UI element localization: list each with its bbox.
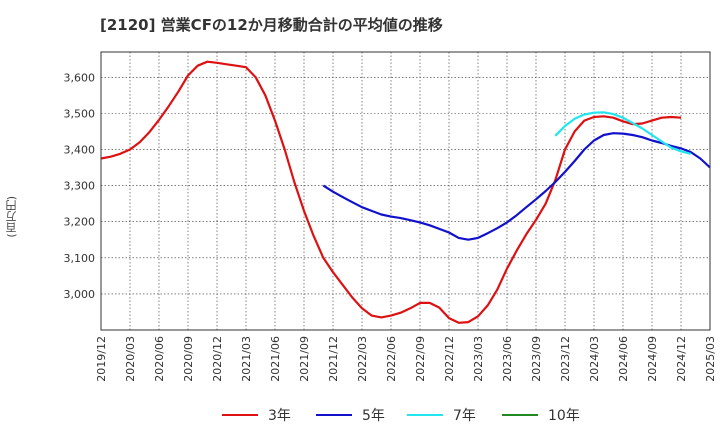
x-tick-label: 2024/06 <box>617 336 630 382</box>
x-tick-label: 2020/06 <box>153 336 166 382</box>
legend-label-10y: 10年 <box>548 408 580 424</box>
legend-swatch-3y <box>222 414 258 416</box>
plot-frame <box>100 51 711 331</box>
y-tick-label: 3,000 <box>64 288 96 301</box>
y-tick-label: 3,300 <box>64 180 96 193</box>
x-tick-label: 2024/12 <box>675 336 688 382</box>
chart-title: [2120] 営業CFの12か月移動合計の平均値の推移 <box>100 16 443 34</box>
x-tick-label: 2019/12 <box>95 336 108 382</box>
legend-label-5y: 5年 <box>362 408 385 424</box>
x-tick-label: 2024/03 <box>588 336 601 382</box>
x-tick-label: 2022/09 <box>414 336 427 382</box>
y-tick-labels: 3,000 3,100 3,200 3,300 3,400 3,500 3,600 <box>64 71 96 301</box>
legend-label-7y: 7年 <box>453 408 476 424</box>
x-tick-labels: 2019/12 2020/03 2020/06 2020/09 2020/12 2021/… <box>95 336 717 382</box>
x-tick-label: 2020/03 <box>124 336 137 382</box>
x-tick-label: 2022/03 <box>356 336 369 382</box>
y-tick-label: 3,600 <box>64 71 96 84</box>
y-tick-label: 3,400 <box>64 143 96 156</box>
x-tick-label: 2025/03 <box>704 336 717 382</box>
x-tick-label: 2021/06 <box>269 336 282 382</box>
legend-label-3y: 3年 <box>268 408 291 424</box>
x-tick-label: 2023/06 <box>501 336 514 382</box>
x-tick-label: 2021/03 <box>240 336 253 382</box>
legend-swatch-5y <box>316 414 352 416</box>
x-tick-label: 2022/12 <box>443 336 456 382</box>
x-tick-label: 2024/09 <box>646 336 659 382</box>
chart-plot: 3,000 3,100 3,200 3,300 3,400 3,500 3,600 2019… <box>64 51 717 382</box>
series-line-2 <box>554 111 691 155</box>
legend: 3年 5年 7年 10年 <box>0 402 720 428</box>
grid-layer <box>100 52 711 330</box>
x-tick-label: 2023/12 <box>559 336 572 382</box>
legend-item-3y: 3年 <box>222 402 291 428</box>
legend-item-5y: 5年 <box>316 402 385 428</box>
series-line-0 <box>100 60 682 324</box>
legend-swatch-7y <box>407 414 443 416</box>
x-tick-label: 2021/12 <box>327 336 340 382</box>
legend-swatch-10y <box>502 414 538 416</box>
y-tick-label: 3,200 <box>64 216 96 229</box>
series-layer <box>100 60 711 324</box>
series-line-1 <box>322 132 711 241</box>
y-tick-label: 3,100 <box>64 252 96 265</box>
x-tick-label: 2020/09 <box>182 336 195 382</box>
x-tick-label: 2021/09 <box>298 336 311 382</box>
x-tick-label: 2023/03 <box>472 336 485 382</box>
legend-item-7y: 7年 <box>407 402 476 428</box>
x-tick-label: 2022/06 <box>385 336 398 382</box>
legend-item-10y: 10年 <box>502 402 580 428</box>
x-tick-label: 2023/09 <box>530 336 543 382</box>
y-tick-label: 3,500 <box>64 107 96 120</box>
x-tick-label: 2020/12 <box>211 336 224 382</box>
